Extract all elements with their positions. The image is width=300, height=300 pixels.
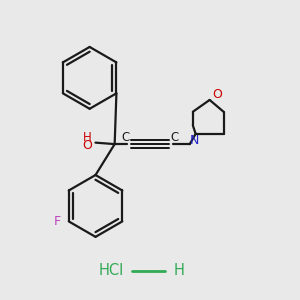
Text: C: C [170, 131, 178, 144]
Text: N: N [190, 134, 199, 147]
Text: O: O [212, 88, 222, 101]
Text: C: C [122, 131, 130, 144]
Text: H: H [83, 131, 92, 144]
Text: H: H [174, 263, 185, 278]
Text: F: F [54, 215, 61, 228]
Text: HCl: HCl [99, 263, 124, 278]
Text: O: O [82, 139, 92, 152]
